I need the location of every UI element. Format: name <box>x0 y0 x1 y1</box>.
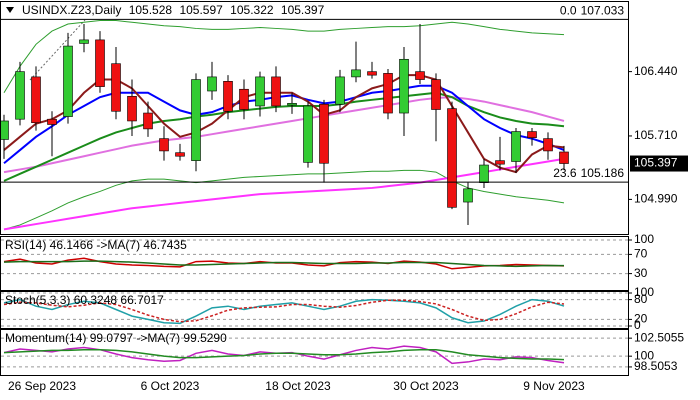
plot-area <box>3 345 565 365</box>
candle-body <box>287 103 297 106</box>
candle-body <box>511 131 521 162</box>
y-tick-label: 104.990 <box>634 192 678 206</box>
candle-body <box>143 112 153 130</box>
indicator-line <box>3 96 565 174</box>
candle-body <box>191 79 201 161</box>
plot-area <box>3 298 565 325</box>
x-tick-label: 9 Nov 2023 <box>523 379 585 393</box>
y-tick-label: 70 <box>634 247 648 261</box>
candle-body <box>111 63 121 112</box>
candle-body <box>351 69 361 78</box>
y-tick-label: 102.5055 <box>634 330 684 344</box>
candle-body <box>559 151 569 164</box>
indicator-line <box>3 20 565 94</box>
panel-label: RSI(14) 46.1466 ->MA(7) 46.7435 <box>5 238 187 252</box>
candle-body <box>399 58 409 114</box>
candle-body <box>79 39 89 44</box>
y-tick-label: 105.710 <box>634 128 678 142</box>
candle-body <box>367 71 377 76</box>
fib-label: 0.0 107.033 <box>560 4 624 18</box>
candle-body <box>63 45 73 117</box>
candle-body <box>383 73 393 114</box>
indicator-line <box>3 260 565 268</box>
fib-price: 107.033 <box>581 4 625 18</box>
candle-body <box>431 79 441 110</box>
symbol: USINDX.Z23,Daily <box>22 3 121 17</box>
indicator-line <box>3 257 565 270</box>
x-tick-label: 26 Sep 2023 <box>8 379 76 393</box>
candle-body <box>223 81 233 112</box>
candle-body <box>127 95 137 122</box>
candle-body <box>271 76 281 107</box>
y-tick-label: 100 <box>634 348 654 362</box>
candle-body <box>95 39 105 87</box>
indicator-line <box>3 345 565 365</box>
x-tick-label: 30 Oct 2023 <box>393 379 459 393</box>
last-price-label: 105.397 <box>634 156 678 170</box>
indicator-line <box>3 299 565 323</box>
panel-frame <box>0 236 629 291</box>
candle-body <box>303 105 313 163</box>
candle-body <box>527 131 537 139</box>
candle-body <box>175 152 185 157</box>
candle-body <box>543 138 553 152</box>
candle-body <box>495 160 505 165</box>
y-tick-label: 30 <box>634 266 648 280</box>
chart-header: USINDX.Z23,Daily 105.528 105.597 105.322… <box>22 3 325 17</box>
x-tick-label: 6 Oct 2023 <box>141 379 200 393</box>
candle-body <box>1 120 9 140</box>
indicator-line <box>3 84 565 165</box>
y-tick-label: 106.440 <box>634 64 678 78</box>
header-high: 105.597 <box>179 3 223 17</box>
y-tick-label: 0 <box>634 318 641 332</box>
indicator-line <box>3 298 565 325</box>
candle-body <box>447 108 457 208</box>
x-tick-label: 18 Oct 2023 <box>265 379 331 393</box>
candle-body <box>31 76 41 124</box>
panel-label: Stoch(5,3,3) 60.3248 66.7017 <box>5 293 164 307</box>
indicator-line <box>3 74 565 174</box>
candle-body <box>239 88 249 110</box>
candle-body <box>335 76 345 105</box>
y-tick-label: 100 <box>634 232 654 246</box>
candle-body <box>319 103 329 164</box>
plot-area <box>1 20 569 231</box>
candle-body <box>15 71 25 120</box>
candle-body <box>415 71 425 80</box>
header-close: 105.397 <box>281 3 325 17</box>
indicator-line <box>3 348 565 361</box>
candle-body <box>207 76 217 92</box>
y-tick-label: 98.5053 <box>634 359 678 373</box>
y-tick-label: 100 <box>634 285 654 299</box>
candle-body <box>47 118 57 125</box>
panel-label: Momentum(14) 99.0797 ->MA(7) 99.5290 <box>5 331 227 345</box>
panel-frame <box>0 1 629 235</box>
candle-body <box>463 188 473 203</box>
panel-frame <box>0 291 629 329</box>
y-tick-label: 20 <box>634 312 648 326</box>
candle-body <box>479 164 489 183</box>
last-price-box <box>630 155 688 172</box>
header-open: 105.528 <box>129 3 173 17</box>
fib-price: 105.186 <box>581 166 625 180</box>
fib-level: 23.6 <box>553 166 577 180</box>
collapse-icon[interactable] <box>6 7 14 13</box>
fib-level: 0.0 <box>560 4 577 18</box>
fib-label: 23.6 105.186 <box>553 166 624 180</box>
plot-area <box>3 257 565 270</box>
candle-body <box>159 138 169 152</box>
header-low: 105.322 <box>230 3 274 17</box>
indicator-line <box>3 157 565 231</box>
y-tick-label: 80 <box>634 292 648 306</box>
candle-body <box>255 76 265 107</box>
trend-line <box>29 19 86 81</box>
